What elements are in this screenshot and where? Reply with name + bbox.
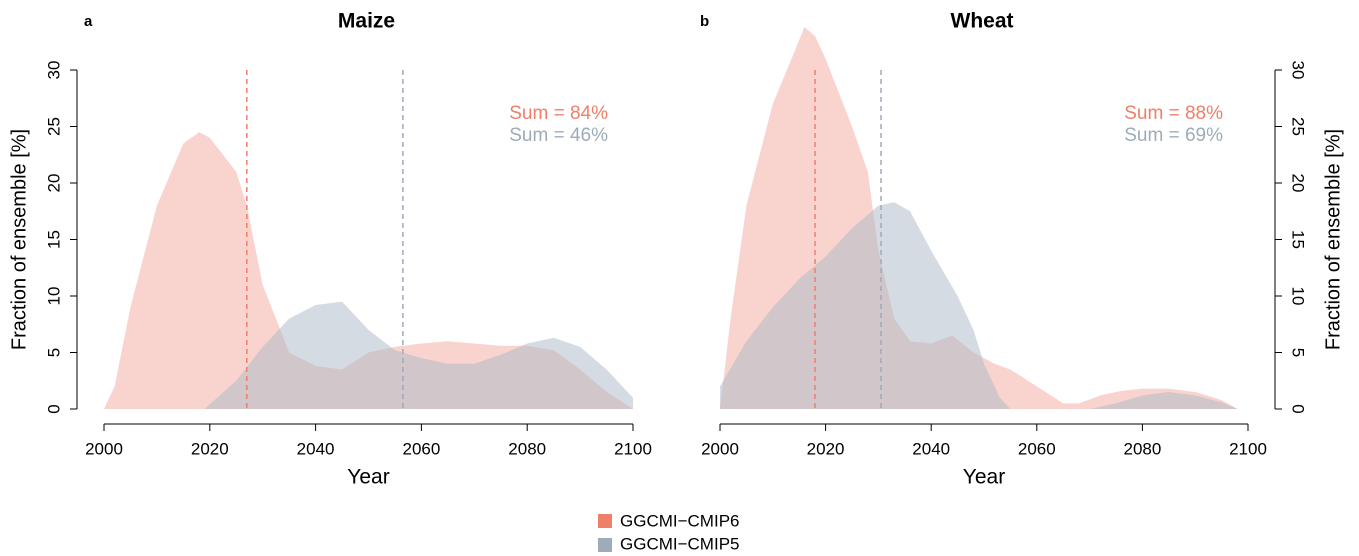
y-tick-label: 30 xyxy=(44,61,63,80)
legend-swatch xyxy=(598,538,612,552)
y-tick-label: 15 xyxy=(1289,230,1308,249)
sum-annotation: Sum = 46% xyxy=(509,125,608,146)
x-tick-label: 2100 xyxy=(1229,439,1267,458)
density-area xyxy=(104,132,633,409)
y-tick-label: 25 xyxy=(1289,117,1308,136)
legend-swatch xyxy=(598,514,612,528)
y-tick-label: 20 xyxy=(1289,174,1308,193)
y-tick-label: 5 xyxy=(1289,348,1308,357)
x-tick-label: 2020 xyxy=(807,439,845,458)
y-tick-label: 10 xyxy=(1289,287,1308,306)
y-tick-label: 15 xyxy=(44,230,63,249)
legend-label: GGCMI−CMIP6 xyxy=(620,511,740,530)
x-tick-label: 2080 xyxy=(1123,439,1161,458)
y-tick-label: 20 xyxy=(44,174,63,193)
y-tick-label: 30 xyxy=(1289,61,1308,80)
x-tick-label: 2080 xyxy=(508,439,546,458)
sum-annotation: Sum = 88% xyxy=(1124,103,1223,124)
y-tick-label: 25 xyxy=(44,117,63,136)
density-area xyxy=(720,202,1238,409)
y-tick-label: 0 xyxy=(44,404,63,413)
y-axis-label: Fraction of ensemble [%] xyxy=(8,129,30,350)
panel-label: a xyxy=(84,13,93,30)
x-axis-label: Year xyxy=(347,466,389,489)
density-area xyxy=(204,301,633,409)
x-tick-label: 2060 xyxy=(1018,439,1056,458)
y-tick-label: 5 xyxy=(44,348,63,357)
y-axis-label: Fraction of ensemble [%] xyxy=(1322,129,1344,350)
x-tick-label: 2040 xyxy=(912,439,950,458)
y-tick-label: 0 xyxy=(1289,404,1308,413)
panel-label: b xyxy=(700,13,709,30)
x-tick-label: 2020 xyxy=(191,439,229,458)
x-axis-label: Year xyxy=(963,466,1005,489)
x-tick-label: 2040 xyxy=(297,439,335,458)
y-tick-label: 10 xyxy=(44,287,63,306)
sum-annotation: Sum = 84% xyxy=(509,103,608,124)
x-tick-label: 2100 xyxy=(614,439,652,458)
legend-label: GGCMI−CMIP5 xyxy=(620,534,740,553)
x-tick-label: 2000 xyxy=(701,439,739,458)
x-tick-label: 2060 xyxy=(402,439,440,458)
chart-title: Maize xyxy=(338,10,395,33)
sum-annotation: Sum = 69% xyxy=(1124,125,1223,146)
chart-title: Wheat xyxy=(951,10,1014,33)
x-tick-label: 2000 xyxy=(85,439,123,458)
